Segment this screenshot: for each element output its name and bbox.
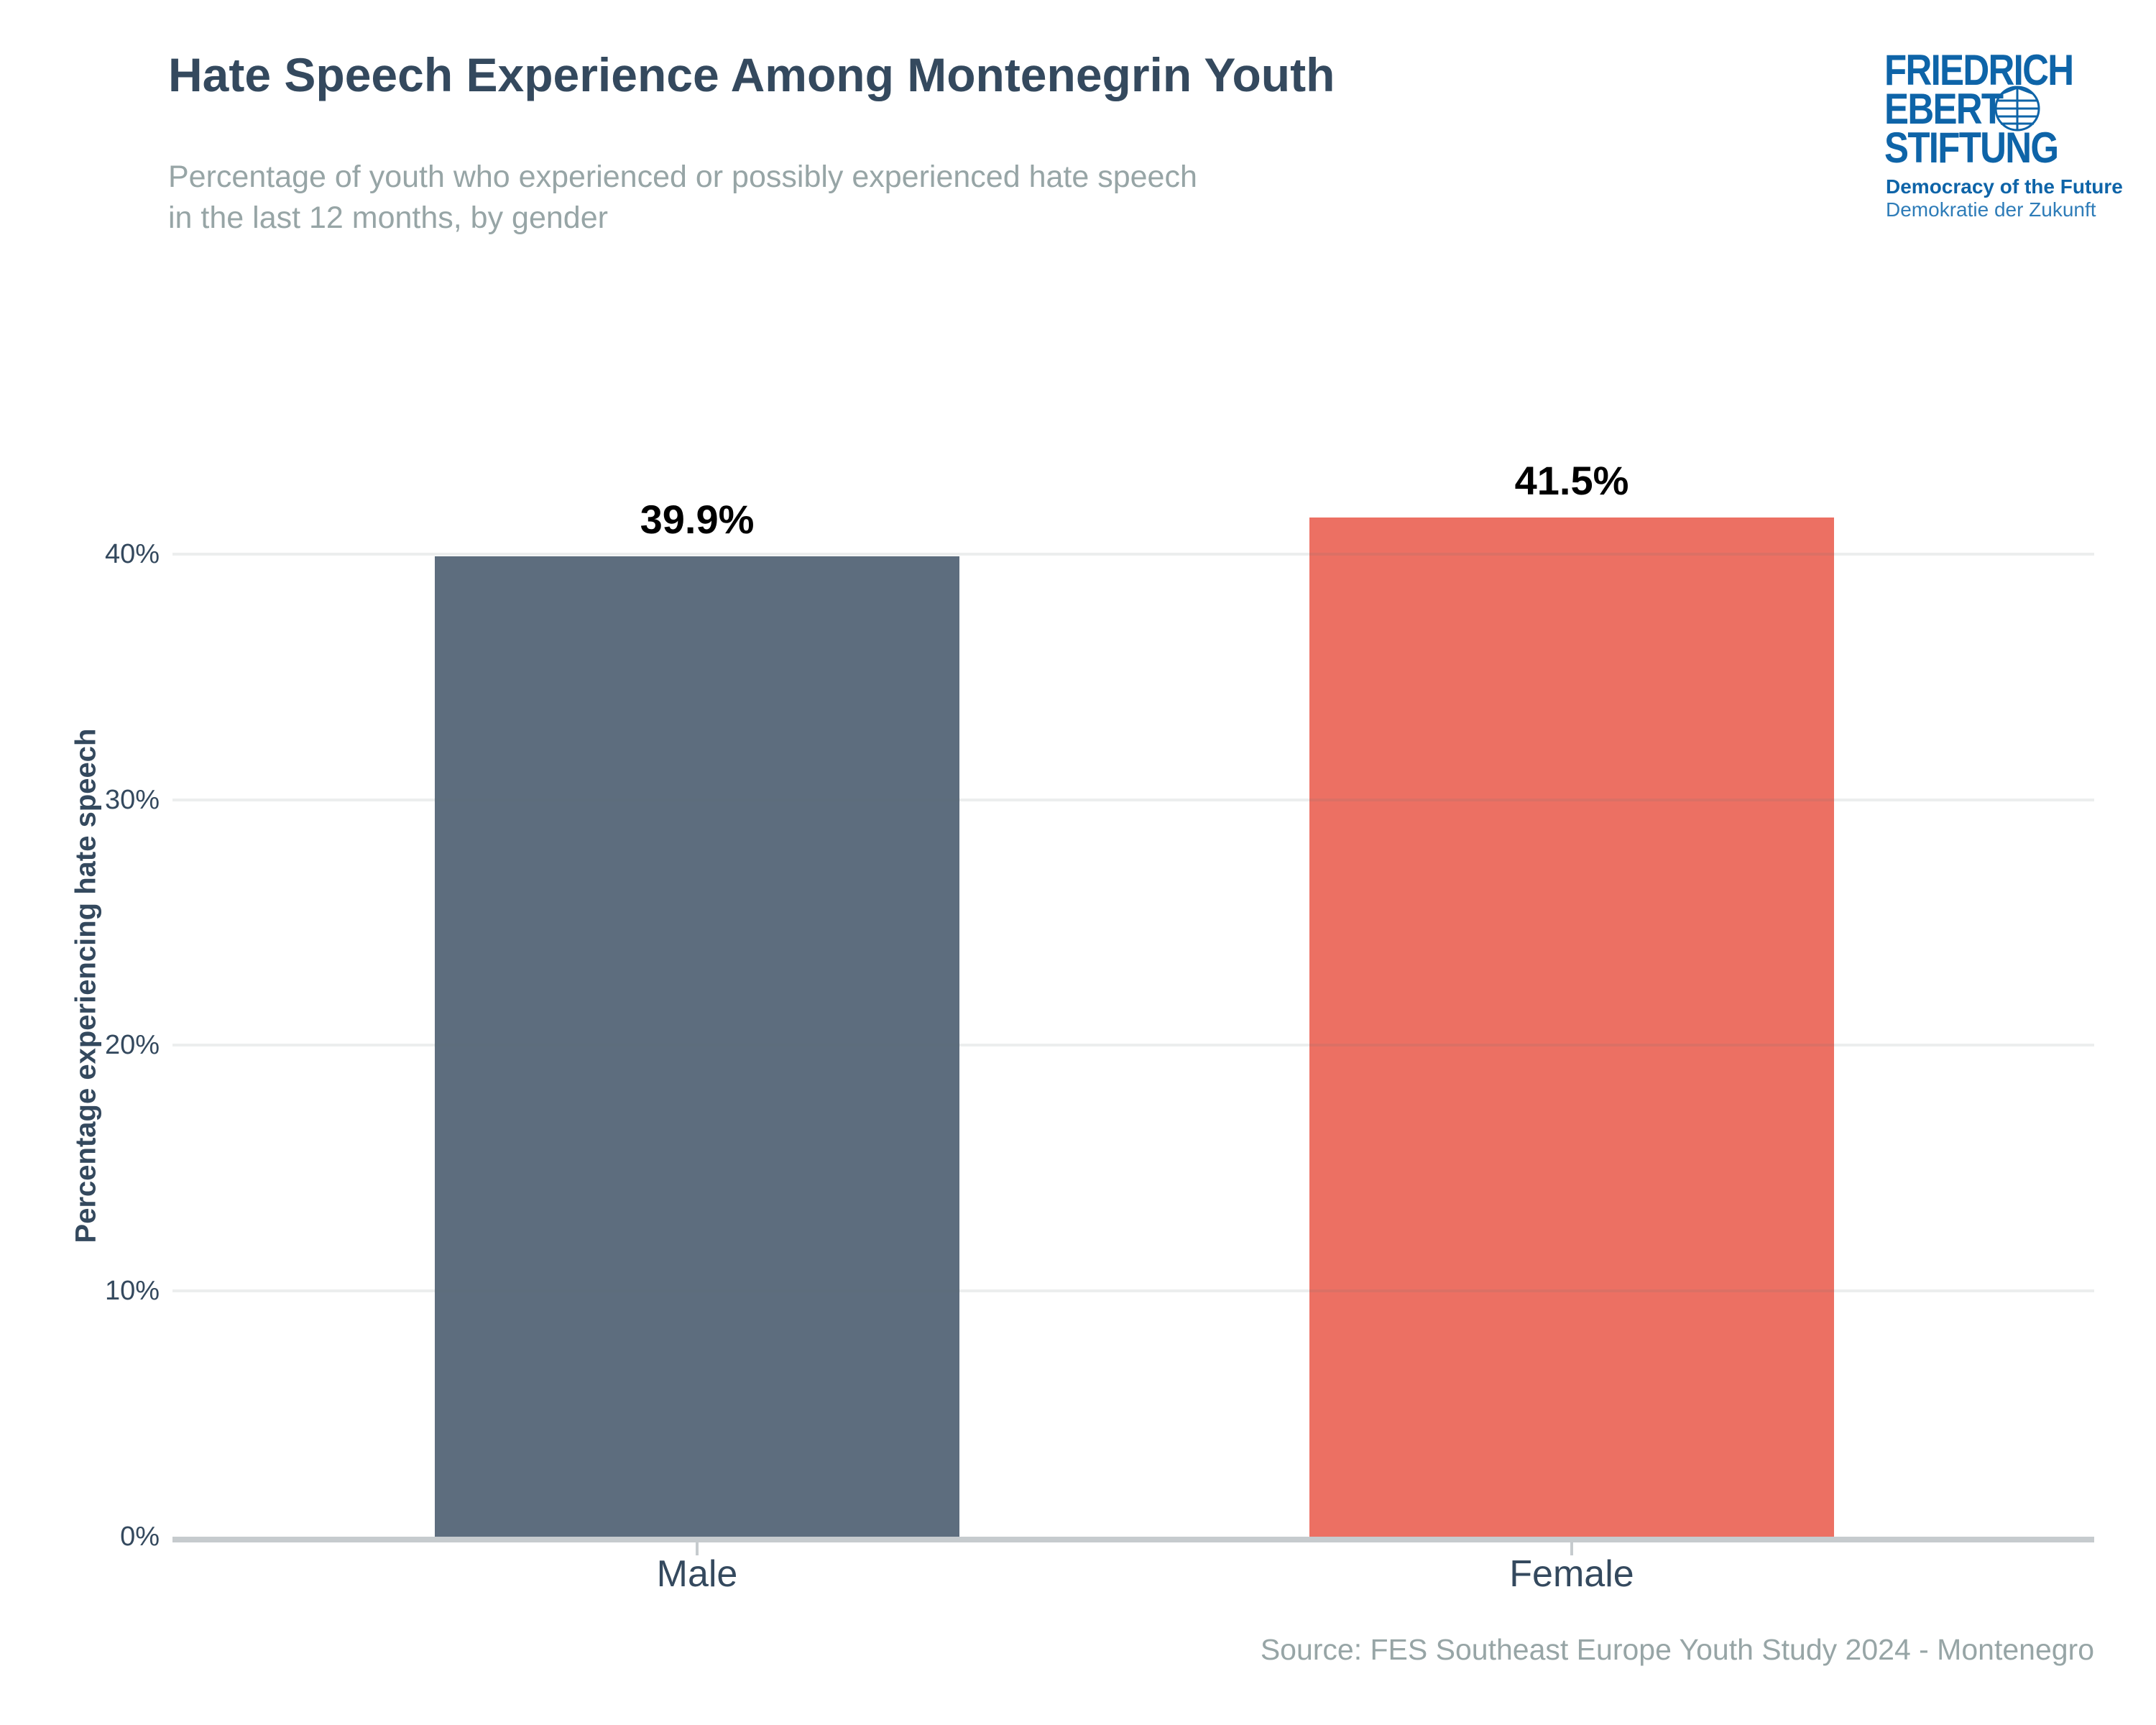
bar-value-label-female: 41.5% [1514,457,1629,503]
gridline-10% [172,1289,2094,1293]
x-tick-label-female: Female [1509,1553,1634,1595]
gridline-30% [172,798,2094,801]
y-tick-label-10%: 10% [104,1276,160,1307]
bar-value-label-male: 39.9% [640,497,755,543]
logo-tagline-de: Demokratie der Zukunft [1886,198,2096,221]
page-title: Hate Speech Experience Among Montenegrin… [168,48,1335,101]
fes-logo: FRIEDRICH EBERT STIFTUNG Democracy of th… [1884,46,2123,234]
y-tick-label-0%: 0% [120,1522,160,1552]
x-axis-line [172,1537,2094,1542]
page-subtitle: Percentage of youth who experienced or p… [168,160,1197,235]
x-tick-mark-female [1570,1542,1573,1555]
y-tick-label-20%: 20% [104,1030,160,1061]
x-tick-label-male: Male [656,1553,738,1595]
globe-icon [1994,85,2041,136]
y-tick-label-30%: 30% [104,784,160,815]
gridline-40% [172,552,2094,556]
x-tick-mark-male [696,1542,699,1555]
logo-text-stiftung: STIFTUNG [1884,124,2059,172]
logo-text-ebert: EBERT [1884,85,2004,133]
y-tick-label-40%: 40% [104,538,160,569]
logo-tagline-en: Democracy of the Future [1886,175,2123,198]
source-text: Source: FES Southeast Europe Youth Study… [1260,1633,2094,1666]
logo-text-friedrich: FRIEDRICH [1884,46,2074,94]
bar-female [1309,517,1834,1537]
gridline-20% [172,1044,2094,1047]
bar-male [435,556,959,1537]
